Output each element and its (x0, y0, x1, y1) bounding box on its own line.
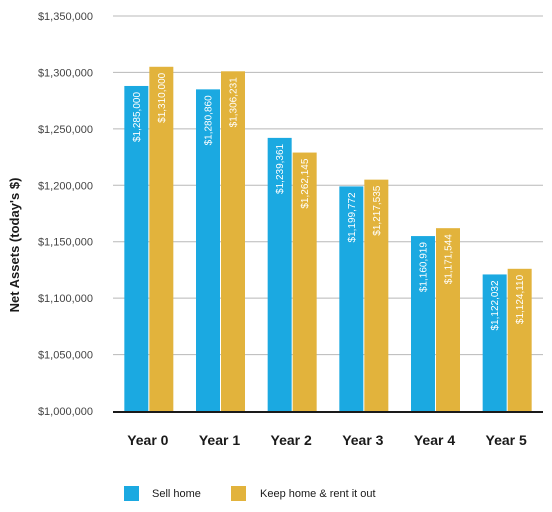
bar-keep-home (364, 179, 389, 411)
bar-data-label: $1,285,000 (132, 92, 143, 142)
legend-swatch (231, 486, 246, 501)
bar-data-label: $1,280,860 (204, 95, 215, 145)
bar-data-label: $1,171,544 (444, 234, 455, 284)
bar-data-label: $1,217,535 (372, 185, 383, 235)
bar-keep-home (292, 152, 317, 412)
y-tick-label: $1,150,000 (38, 237, 93, 249)
gridlines (113, 15, 543, 356)
legend-label: Sell home (152, 488, 201, 500)
bar-data-label: $1,310,000 (157, 72, 168, 122)
bar-data-label: $1,306,231 (229, 77, 240, 127)
y-tick-label: $1,350,000 (38, 11, 93, 23)
x-axis-ticks: Year 0 Year 1 Year 2 Year 3 Year 4 Year 5 (127, 432, 527, 448)
y-axis-ticks: $1,000,000 $1,050,000 $1,100,000 $1,150,000… (38, 11, 93, 418)
bar-sell-home (339, 186, 364, 411)
bar-sell-home (411, 236, 435, 411)
bar-data-label: $1,124,110 (515, 274, 526, 324)
x-tick-label: Year 4 (414, 432, 455, 448)
bar-keep-home (149, 66, 174, 412)
bar-sell-home (482, 274, 507, 411)
legend: Sell home Keep home & rent it out (124, 486, 376, 501)
bars: $1,285,000 $1,310,000 $1,280,860 $1,306,231… (124, 66, 532, 412)
x-tick-label: Year 3 (342, 432, 383, 448)
x-tick-label: Year 0 (127, 432, 168, 448)
x-tick-label: Year 1 (199, 432, 240, 448)
bar-data-label: $1,239,361 (275, 143, 286, 193)
bar-keep-home (436, 228, 460, 411)
bar-keep-home (507, 268, 532, 411)
bar-data-label: $1,122,032 (490, 280, 501, 330)
y-tick-label: $1,250,000 (38, 124, 93, 136)
bar-data-label: $1,160,919 (419, 242, 430, 292)
bar-data-label: $1,262,145 (300, 158, 311, 208)
legend-label: Keep home & rent it out (260, 488, 376, 500)
bar-sell-home (124, 85, 149, 411)
y-tick-label: $1,050,000 (38, 350, 93, 362)
y-tick-label: $1,200,000 (38, 180, 93, 192)
bar-sell-home (267, 137, 292, 411)
x-tick-label: Year 5 (486, 432, 527, 448)
y-tick-label: $1,000,000 (38, 406, 93, 418)
bar-data-label: $1,199,772 (347, 192, 358, 242)
x-tick-label: Year 2 (271, 432, 312, 448)
y-tick-label: $1,100,000 (38, 293, 93, 305)
legend-swatch (124, 486, 139, 501)
bar-keep-home (221, 71, 245, 412)
y-axis-label: Net Assets (today's $) (7, 178, 22, 313)
bar-sell-home (196, 89, 220, 411)
y-tick-label: $1,300,000 (38, 67, 93, 79)
